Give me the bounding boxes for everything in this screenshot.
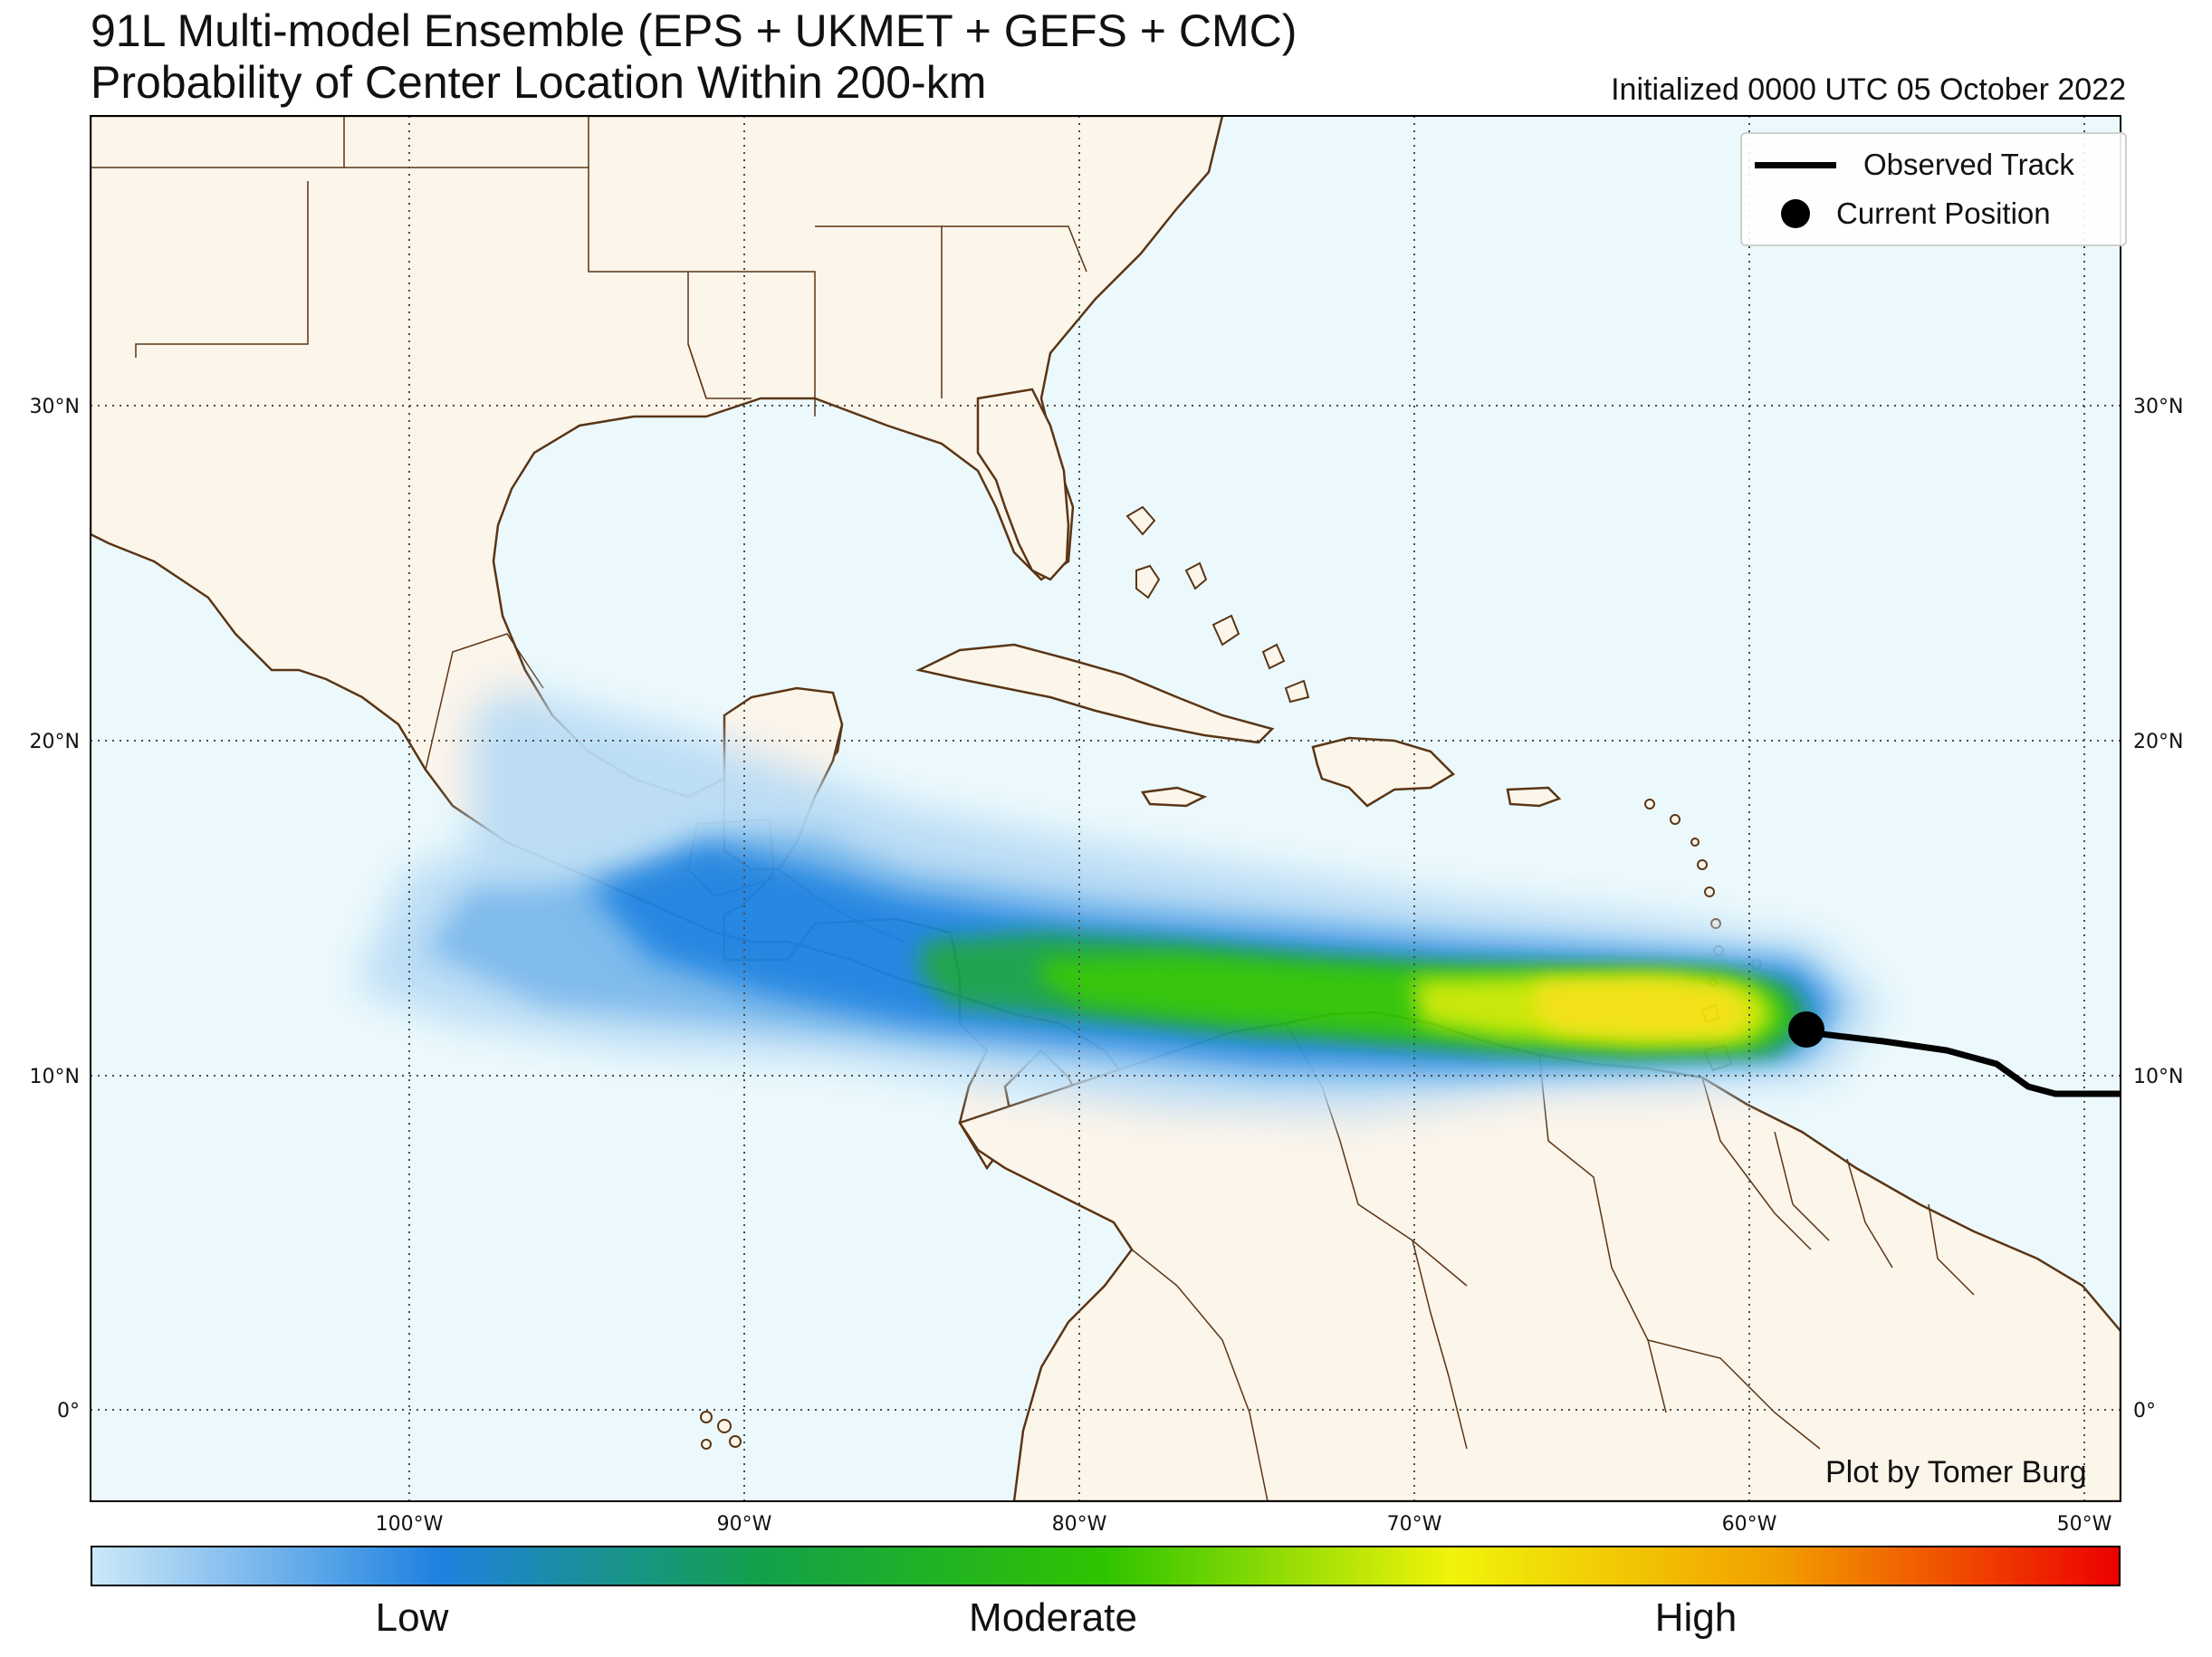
initialized-time: Initialized 0000 UTC 05 October 2022 (1611, 72, 2126, 107)
lat-label-right-10: 10°N (2133, 1066, 2183, 1088)
probability-colorbar (91, 1546, 2121, 1586)
observed-track (1805, 1029, 2121, 1097)
legend-track-label: Observed Track (1863, 148, 2074, 181)
lon-label-60w: 60°W (1722, 1513, 1777, 1536)
map-legend: Observed Track Current Position (1740, 132, 2127, 246)
lon-label-80w: 80°W (1052, 1513, 1107, 1536)
track-line-icon (1755, 161, 1836, 168)
lon-label-70w: 70°W (1387, 1513, 1442, 1536)
lat-label-left-10: 10°N (30, 1066, 80, 1088)
lat-label-right-30: 30°N (2133, 396, 2183, 418)
land-galapagos (700, 1411, 742, 1450)
lat-label-left-0: 0° (57, 1400, 80, 1422)
lon-label-90w: 90°W (717, 1513, 772, 1536)
lon-label-50w: 50°W (2057, 1513, 2112, 1536)
lon-label-100w: 100°W (376, 1513, 444, 1536)
land-cuba (915, 643, 1275, 744)
land-hispaniola (1311, 736, 1456, 808)
map-title: 91L Multi-model Ensemble (EPS + UKMET + … (91, 5, 1298, 56)
lat-label-right-20: 20°N (2133, 731, 2183, 753)
land-florida (976, 388, 1070, 581)
colorbar-label-low: Low (375, 1595, 449, 1640)
map-frame (90, 115, 2121, 1502)
plot-credit: Plot by Tomer Burg (1825, 1455, 2087, 1489)
current-position-marker (1788, 1011, 1824, 1048)
probability-swath (353, 688, 1883, 1114)
land-bahamas (1125, 505, 1310, 704)
legend-item-track: Observed Track (1755, 145, 2074, 185)
position-dot-icon (1781, 199, 1810, 228)
legend-item-position: Current Position (1755, 194, 2051, 234)
map-subtitle: Probability of Center Location Within 20… (91, 57, 987, 108)
lat-label-right-0: 0° (2133, 1400, 2156, 1422)
lat-label-left-30: 30°N (30, 396, 80, 418)
colorbar-label-moderate: Moderate (969, 1595, 1137, 1640)
legend-position-label: Current Position (1836, 196, 2051, 230)
land-puerto-rico (1506, 786, 1562, 808)
lat-label-left-20: 20°N (30, 731, 80, 753)
land-jamaica (1140, 786, 1208, 808)
colorbar-label-high: High (1654, 1595, 1738, 1640)
gridlines (91, 116, 2121, 1501)
